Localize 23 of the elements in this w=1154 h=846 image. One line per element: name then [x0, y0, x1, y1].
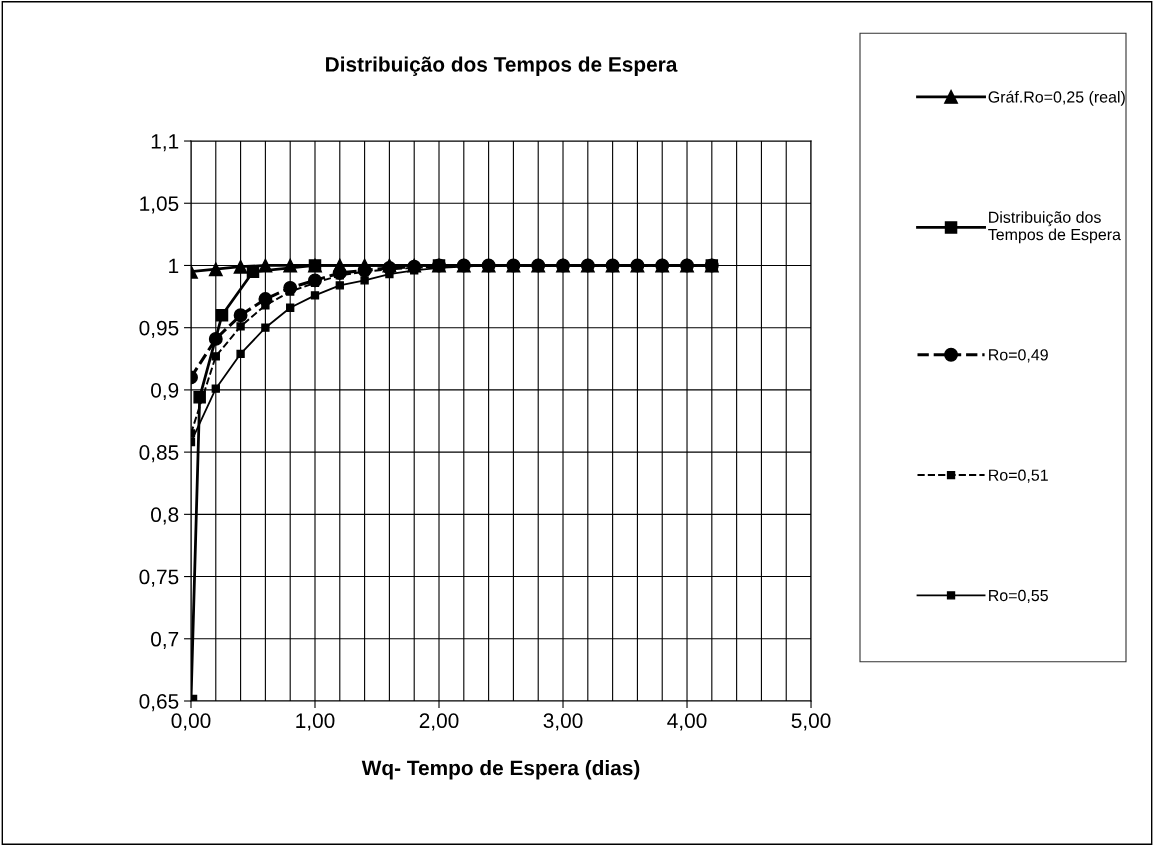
x-tick-label: 1,00 [296, 713, 335, 731]
y-tick-label: 0,7 [151, 631, 179, 649]
y-tick-label: 1,05 [140, 196, 179, 214]
x-tick-label: 2,00 [419, 713, 459, 731]
legend-label: Gráf.Ro=0,25 (real) [988, 90, 1125, 106]
legend-label: Ro=0,51 [989, 469, 1048, 483]
x-tick-label: 3,00 [543, 713, 583, 731]
y-tick-label: 1,1 [151, 134, 179, 152]
y-tick-label: 0,8 [151, 507, 179, 525]
x-axis-title: Wq- Tempo de Espera (dias) [361, 760, 640, 780]
y-tick-label: 0,85 [139, 445, 179, 463]
y-tick-label: 0,95 [139, 320, 179, 338]
legend-label: Ro=0,49 [989, 349, 1048, 363]
y-tick-label: 1 [169, 258, 179, 274]
legend-label: Distribuição dos Tempos de Espera [988, 211, 1121, 244]
y-tick-label: 0,65 [139, 694, 179, 712]
chart-title: Distribuição dos Tempos de Espera [326, 56, 678, 76]
legend-label: Ro=0,55 [989, 589, 1048, 604]
x-tick-label: 5,00 [791, 713, 831, 731]
x-tick-label: 0,00 [171, 713, 211, 731]
x-tick-label: 4,00 [667, 713, 707, 731]
y-tick-label: 0,75 [139, 569, 179, 587]
y-tick-label: 0,9 [151, 382, 179, 401]
